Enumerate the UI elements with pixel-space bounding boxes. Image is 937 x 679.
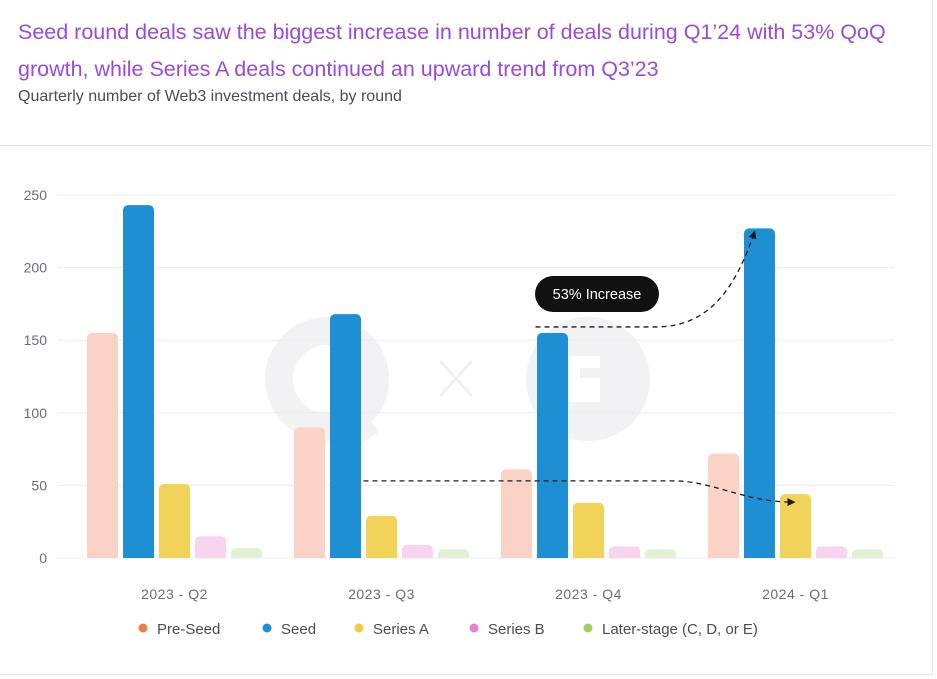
x-tick-label: 2023 - Q3 [348, 586, 415, 602]
legend-item-label: Seed [281, 621, 316, 638]
legend-dot [469, 623, 479, 633]
bar-base [708, 554, 739, 558]
y-tick-label: 50 [31, 477, 47, 493]
bar [123, 205, 154, 558]
chart-title: Seed round deals saw the biggest increas… [18, 20, 886, 81]
x-tick-label: 2023 - Q4 [555, 586, 622, 602]
bar-base [573, 554, 604, 558]
x-tick-label: 2023 - Q2 [141, 586, 208, 602]
legend-item-label: Series A [373, 621, 429, 638]
bar-base [294, 554, 325, 558]
bar-base [438, 554, 469, 558]
bar-base [231, 554, 262, 558]
y-tick-label: 150 [24, 332, 48, 348]
bar [87, 332, 118, 558]
x-tick-label: 2024 - Q1 [762, 586, 829, 602]
y-tick-label: 250 [24, 187, 48, 203]
bar-base [780, 554, 811, 558]
legend-item-label: Series B [488, 621, 545, 638]
bar [366, 515, 397, 558]
annotation-badge [535, 276, 659, 312]
bar [537, 332, 568, 558]
y-tick-label: 0 [39, 550, 47, 566]
bar-base [537, 554, 568, 558]
bar [573, 502, 604, 558]
bar [195, 536, 226, 558]
bar-chart: 0 50 100 150 200 250 2023 - Q2 2023 - Q3 2023 -… [24, 187, 895, 638]
chart-subtitle: Quarterly number of Web3 investment deal… [18, 88, 402, 105]
bar-base [366, 554, 397, 558]
bar-base [744, 554, 775, 558]
legend-item-label: Later-stage (C, D, or E) [602, 621, 758, 638]
legend-dot [138, 623, 148, 633]
legend-dot [583, 623, 593, 633]
bar-base [87, 554, 118, 558]
bar [501, 469, 532, 558]
y-tick-label: 100 [24, 405, 48, 421]
y-tick-label: 200 [24, 260, 48, 276]
bar [744, 228, 775, 558]
bar [294, 427, 325, 558]
bar-base [501, 554, 532, 558]
watermark-logo [265, 317, 650, 447]
bar [330, 314, 361, 558]
chart-header: Seed round deals saw the biggest increas… [0, 0, 933, 146]
bar-base [159, 554, 190, 558]
bar-base [852, 554, 883, 558]
annotation-arrow [535, 230, 757, 328]
bar-base [123, 554, 154, 558]
bar [708, 453, 739, 558]
bar-base [402, 554, 433, 558]
bar-base [195, 554, 226, 558]
annotation-arrow [363, 480, 796, 507]
legend-dot [262, 623, 272, 633]
bar-base [645, 554, 676, 558]
legend-dot [354, 623, 364, 633]
bar [159, 483, 190, 558]
bar-base [816, 554, 847, 558]
bar-base [330, 554, 361, 558]
bar-base [609, 554, 640, 558]
bar [780, 494, 811, 558]
annotation-label: 53% Increase [553, 287, 642, 303]
legend-item-label: Pre-Seed [157, 621, 220, 638]
